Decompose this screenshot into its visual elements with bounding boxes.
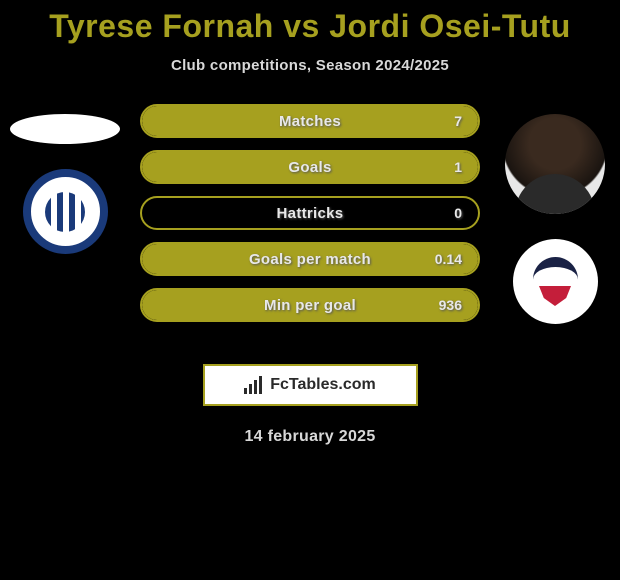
stat-row: Goals per match0.14 [140,242,480,276]
club-logo-reading [23,169,108,254]
brand-box: FcTables.com [203,364,418,406]
stat-row: Hattricks0 [140,196,480,230]
stat-label: Goals [142,159,478,176]
stat-row: Min per goal936 [140,288,480,322]
stat-row: Matches7 [140,104,480,138]
stat-label: Matches [142,113,478,130]
comparison-title: Tyrese Fornah vs Jordi Osei-Tutu [0,0,620,45]
comparison-subtitle: Club competitions, Season 2024/2025 [0,57,620,74]
stat-value: 936 [439,297,462,313]
stat-value: 1 [454,159,462,175]
player-right-column [495,104,615,324]
comparison-main: Matches7Goals1Hattricks0Goals per match0… [0,104,620,354]
stat-label: Goals per match [142,251,478,268]
player-left-avatar-placeholder [10,114,120,144]
comparison-date: 14 february 2025 [0,428,620,446]
brand-text: FcTables.com [270,376,376,394]
stat-value: 0.14 [435,251,462,267]
brand-chart-icon [244,376,264,394]
stats-container: Matches7Goals1Hattricks0Goals per match0… [140,104,480,334]
player-left-column [5,104,125,254]
stat-row: Goals1 [140,150,480,184]
club-logo-bolton [513,239,598,324]
player-right-avatar [505,114,605,214]
stat-value: 7 [454,113,462,129]
stat-label: Min per goal [142,297,478,314]
stat-value: 0 [454,205,462,221]
stat-label: Hattricks [142,205,478,222]
